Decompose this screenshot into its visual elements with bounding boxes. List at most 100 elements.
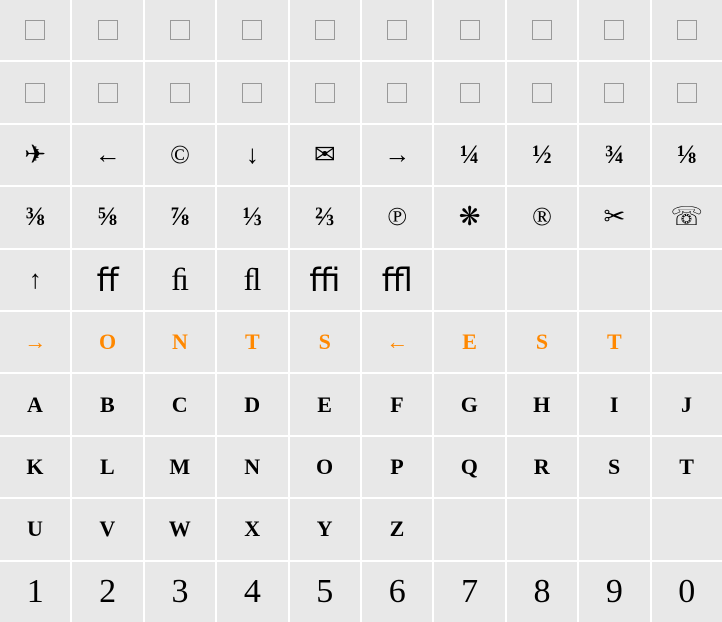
glyph-cell-r7-c5[interactable]: P xyxy=(362,437,432,497)
glyph-cell-r3-c4[interactable]: ⅔ xyxy=(290,187,360,247)
glyph-cell-r7-c7[interactable]: R xyxy=(507,437,577,497)
glyph-cell-r7-c3[interactable]: N xyxy=(217,437,287,497)
glyph-cell-r6-c9[interactable]: J xyxy=(652,374,722,434)
glyph-cell-r1-c9[interactable] xyxy=(652,62,722,122)
glyph-cell-r6-c5[interactable]: F xyxy=(362,374,432,434)
glyph-cell-r0-c0[interactable] xyxy=(0,0,70,60)
glyph-cell-r3-c5[interactable]: ℗ xyxy=(362,187,432,247)
glyph-cell-r9-c7[interactable]: 8 xyxy=(507,562,577,622)
glyph-cell-r8-c3[interactable]: X xyxy=(217,499,287,559)
glyph-cell-r3-c7[interactable]: ® xyxy=(507,187,577,247)
glyph-cell-r2-c2[interactable]: © xyxy=(145,125,215,185)
glyph-cell-r2-c0[interactable]: ✈ xyxy=(0,125,70,185)
glyph-cell-r8-c5[interactable]: Z xyxy=(362,499,432,559)
glyph-cell-r0-c3[interactable] xyxy=(217,0,287,60)
glyph-cell-r5-c9[interactable] xyxy=(652,312,722,372)
glyph-cell-r7-c4[interactable]: O xyxy=(290,437,360,497)
glyph-cell-r9-c1[interactable]: 2 xyxy=(72,562,142,622)
glyph-cell-r6-c2[interactable]: C xyxy=(145,374,215,434)
glyph-cell-r7-c1[interactable]: L xyxy=(72,437,142,497)
glyph-cell-r9-c9[interactable]: 0 xyxy=(652,562,722,622)
glyph-cell-r7-c6[interactable]: Q xyxy=(434,437,504,497)
glyph-cell-r8-c7[interactable] xyxy=(507,499,577,559)
glyph-cell-r9-c4[interactable]: 5 xyxy=(290,562,360,622)
glyph-cell-r3-c9[interactable]: ☏ xyxy=(652,187,722,247)
glyph-cell-r3-c1[interactable]: ⅝ xyxy=(72,187,142,247)
glyph-cell-r4-c3[interactable]: ﬂ xyxy=(217,250,287,310)
glyph-cell-r7-c0[interactable]: K xyxy=(0,437,70,497)
glyph-cell-r1-c0[interactable] xyxy=(0,62,70,122)
glyph-cell-r5-c5[interactable]: ← xyxy=(362,312,432,372)
glyph-cell-r4-c9[interactable] xyxy=(652,250,722,310)
glyph-cell-r8-c8[interactable] xyxy=(579,499,649,559)
glyph-cell-r5-c7[interactable]: S xyxy=(507,312,577,372)
glyph-cell-r1-c4[interactable] xyxy=(290,62,360,122)
glyph-cell-r4-c7[interactable] xyxy=(507,250,577,310)
glyph-cell-r2-c7[interactable]: ½ xyxy=(507,125,577,185)
glyph-cell-r7-c9[interactable]: T xyxy=(652,437,722,497)
glyph-cell-r5-c0[interactable]: → xyxy=(0,312,70,372)
glyph-cell-r2-c8[interactable]: ¾ xyxy=(579,125,649,185)
glyph-cell-r2-c3[interactable]: ↓ xyxy=(217,125,287,185)
glyph-cell-r0-c8[interactable] xyxy=(579,0,649,60)
glyph-cell-r4-c2[interactable]: ﬁ xyxy=(145,250,215,310)
glyph-cell-r5-c6[interactable]: E xyxy=(434,312,504,372)
glyph-cell-r3-c8[interactable]: ✂ xyxy=(579,187,649,247)
glyph-cell-r8-c1[interactable]: V xyxy=(72,499,142,559)
glyph-cell-r9-c2[interactable]: 3 xyxy=(145,562,215,622)
glyph-cell-r0-c7[interactable] xyxy=(507,0,577,60)
glyph-cell-r7-c2[interactable]: M xyxy=(145,437,215,497)
glyph-cell-r0-c5[interactable] xyxy=(362,0,432,60)
glyph-cell-r3-c2[interactable]: ⅞ xyxy=(145,187,215,247)
glyph-cell-r8-c9[interactable] xyxy=(652,499,722,559)
glyph-cell-r4-c1[interactable]: ﬀ xyxy=(72,250,142,310)
glyph-cell-r5-c3[interactable]: T xyxy=(217,312,287,372)
glyph-cell-r6-c7[interactable]: H xyxy=(507,374,577,434)
glyph-cell-r5-c8[interactable]: T xyxy=(579,312,649,372)
glyph-cell-r4-c8[interactable] xyxy=(579,250,649,310)
glyph-cell-r9-c5[interactable]: 6 xyxy=(362,562,432,622)
glyph-cell-r1-c7[interactable] xyxy=(507,62,577,122)
glyph-cell-r1-c6[interactable] xyxy=(434,62,504,122)
glyph-cell-r0-c4[interactable] xyxy=(290,0,360,60)
glyph-cell-r0-c6[interactable] xyxy=(434,0,504,60)
glyph-cell-r8-c2[interactable]: W xyxy=(145,499,215,559)
glyph-cell-r2-c9[interactable]: ⅛ xyxy=(652,125,722,185)
glyph-cell-r0-c2[interactable] xyxy=(145,0,215,60)
glyph-cell-r4-c5[interactable]: ﬄ xyxy=(362,250,432,310)
glyph-cell-r6-c4[interactable]: E xyxy=(290,374,360,434)
glyph-cell-r6-c0[interactable]: A xyxy=(0,374,70,434)
glyph-cell-r8-c4[interactable]: Y xyxy=(290,499,360,559)
glyph-cell-r0-c9[interactable] xyxy=(652,0,722,60)
glyph-cell-r7-c8[interactable]: S xyxy=(579,437,649,497)
glyph-cell-r1-c2[interactable] xyxy=(145,62,215,122)
glyph-cell-r4-c4[interactable]: ﬃ xyxy=(290,250,360,310)
glyph-cell-r5-c4[interactable]: S xyxy=(290,312,360,372)
glyph-cell-r1-c1[interactable] xyxy=(72,62,142,122)
glyph-cell-r9-c6[interactable]: 7 xyxy=(434,562,504,622)
glyph-cell-r5-c2[interactable]: N xyxy=(145,312,215,372)
glyph-cell-r3-c3[interactable]: ⅓ xyxy=(217,187,287,247)
glyph-cell-r9-c3[interactable]: 4 xyxy=(217,562,287,622)
glyph-cell-r2-c6[interactable]: ¼ xyxy=(434,125,504,185)
glyph-cell-r3-c0[interactable]: ⅜ xyxy=(0,187,70,247)
glyph-cell-r9-c0[interactable]: 1 xyxy=(0,562,70,622)
glyph-cell-r6-c3[interactable]: D xyxy=(217,374,287,434)
glyph-cell-r5-c1[interactable]: O xyxy=(72,312,142,372)
glyph-cell-r2-c4[interactable]: ✉ xyxy=(290,125,360,185)
glyph-cell-r8-c0[interactable]: U xyxy=(0,499,70,559)
glyph-cell-r2-c1[interactable]: ← xyxy=(72,125,142,185)
glyph-cell-r1-c3[interactable] xyxy=(217,62,287,122)
glyph-cell-r4-c6[interactable] xyxy=(434,250,504,310)
glyph-cell-r6-c1[interactable]: B xyxy=(72,374,142,434)
glyph-cell-r2-c5[interactable]: → xyxy=(362,125,432,185)
glyph-cell-r4-c0[interactable]: ↑ xyxy=(0,250,70,310)
glyph-cell-r9-c8[interactable]: 9 xyxy=(579,562,649,622)
glyph-cell-r8-c6[interactable] xyxy=(434,499,504,559)
glyph-cell-r1-c5[interactable] xyxy=(362,62,432,122)
glyph-cell-r3-c6[interactable]: ❋ xyxy=(434,187,504,247)
glyph-cell-r0-c1[interactable] xyxy=(72,0,142,60)
glyph-cell-r6-c6[interactable]: G xyxy=(434,374,504,434)
glyph-cell-r6-c8[interactable]: I xyxy=(579,374,649,434)
glyph-cell-r1-c8[interactable] xyxy=(579,62,649,122)
